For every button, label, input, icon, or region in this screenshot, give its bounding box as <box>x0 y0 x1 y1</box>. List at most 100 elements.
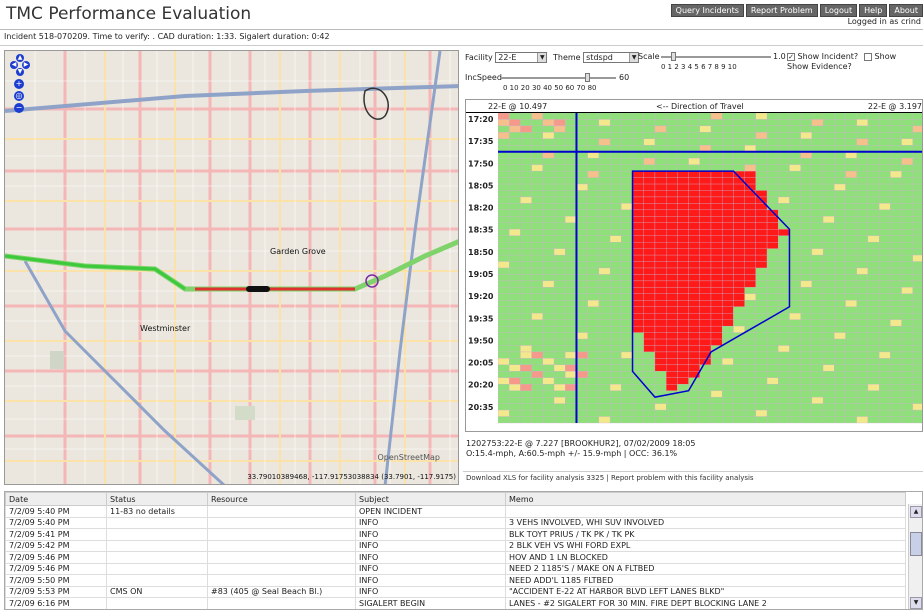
heatmap-cell[interactable] <box>733 325 745 333</box>
heatmap-cell[interactable] <box>744 190 756 198</box>
heatmap-cell[interactable] <box>609 132 622 139</box>
heatmap-cell[interactable] <box>834 345 846 353</box>
heatmap-cell[interactable] <box>766 125 779 133</box>
heatmap-cell[interactable] <box>565 203 577 211</box>
heatmap-cell[interactable] <box>879 364 891 372</box>
heatmap-cell[interactable] <box>565 235 577 243</box>
heatmap-cell[interactable] <box>822 345 835 353</box>
heatmap-cell[interactable] <box>520 325 532 333</box>
heatmap-cell[interactable] <box>856 384 869 391</box>
heatmap-cell[interactable] <box>710 325 723 333</box>
heatmap-cell[interactable] <box>699 267 712 275</box>
heatmap-cell[interactable] <box>722 138 734 146</box>
heatmap-cell[interactable] <box>912 125 923 133</box>
heatmap-cell[interactable] <box>867 222 880 230</box>
heatmap-cell[interactable] <box>744 313 756 320</box>
heatmap-cell[interactable] <box>576 351 588 359</box>
heatmap-cell[interactable] <box>609 196 622 204</box>
heatmap-cell[interactable] <box>643 345 656 353</box>
heatmap-cell[interactable] <box>800 338 813 346</box>
heatmap-cell[interactable] <box>879 132 891 139</box>
heatmap-cell[interactable] <box>565 242 577 249</box>
heatmap-cell[interactable] <box>912 377 923 385</box>
heatmap-cell[interactable] <box>609 293 622 301</box>
heatmap-cell[interactable] <box>766 177 779 185</box>
heatmap-cell[interactable] <box>699 403 712 411</box>
heatmap-cell[interactable] <box>789 209 801 217</box>
heatmap-cell[interactable] <box>778 254 790 262</box>
heatmap-cell[interactable] <box>890 416 902 424</box>
heatmap-cell[interactable] <box>598 190 611 198</box>
heatmap-cell[interactable] <box>666 222 678 230</box>
heatmap-cell[interactable] <box>811 113 824 120</box>
heatmap-cell[interactable] <box>520 409 532 417</box>
heatmap-cell[interactable] <box>688 319 700 327</box>
heatmap-cell[interactable] <box>542 267 555 275</box>
heatmap-cell[interactable] <box>621 313 633 320</box>
heatmap-cell[interactable] <box>912 319 923 327</box>
heatmap-cell[interactable] <box>553 222 566 230</box>
heatmap-cell[interactable] <box>845 209 857 217</box>
heatmap-cell[interactable] <box>879 397 891 404</box>
heatmap-cell[interactable] <box>822 390 835 398</box>
heatmap-cell[interactable] <box>867 416 880 424</box>
heatmap-cell[interactable] <box>744 384 756 391</box>
heatmap-cell[interactable] <box>699 254 712 262</box>
heatmap-cell[interactable] <box>722 196 734 204</box>
heatmap-cell[interactable] <box>553 125 566 133</box>
heatmap-cell[interactable] <box>778 364 790 372</box>
heatmap-cell[interactable] <box>598 222 611 230</box>
heatmap-cell[interactable] <box>587 158 600 165</box>
heatmap-cell[interactable] <box>744 209 756 217</box>
heatmap-cell[interactable] <box>856 222 869 230</box>
heatmap-cell[interactable] <box>654 113 667 120</box>
heatmap-cell[interactable] <box>856 196 869 204</box>
heatmap-cell[interactable] <box>621 267 633 275</box>
heatmap-cell[interactable] <box>766 351 779 359</box>
heatmap-cell[interactable] <box>531 287 543 294</box>
heatmap-cell[interactable] <box>879 209 891 217</box>
heatmap-cell[interactable] <box>531 332 543 340</box>
heatmap-cell[interactable] <box>497 113 510 120</box>
heatmap-cell[interactable] <box>789 216 801 223</box>
heatmap-cell[interactable] <box>822 409 835 417</box>
heatmap-cell[interactable] <box>789 300 801 307</box>
heatmap-cell[interactable] <box>755 222 768 230</box>
heatmap-cell[interactable] <box>632 300 644 307</box>
heatmap-cell[interactable] <box>688 170 700 178</box>
heatmap-cell[interactable] <box>699 300 712 307</box>
heatmap-cell[interactable] <box>565 170 577 178</box>
heatmap-cell[interactable] <box>699 338 712 346</box>
heatmap-cell[interactable] <box>867 319 880 327</box>
heatmap-cell[interactable] <box>565 164 577 172</box>
heatmap-cell[interactable] <box>677 216 689 223</box>
heatmap-cell[interactable] <box>497 319 510 327</box>
heatmap-cell[interactable] <box>778 267 790 275</box>
heatmap-cell[interactable] <box>666 384 678 391</box>
heatmap-cell[interactable] <box>654 371 667 378</box>
heatmap-cell[interactable] <box>778 183 790 191</box>
heatmap-cell[interactable] <box>666 267 678 275</box>
heatmap-cell[interactable] <box>621 125 633 133</box>
heatmap-cell[interactable] <box>688 254 700 262</box>
heatmap-cell[interactable] <box>643 229 656 236</box>
heatmap-cell[interactable] <box>609 397 622 404</box>
heatmap-cell[interactable] <box>699 190 712 198</box>
heatmap-cell[interactable] <box>710 280 723 288</box>
heatmap-cell[interactable] <box>766 183 779 191</box>
heatmap-cell[interactable] <box>576 403 588 411</box>
heatmap-cell[interactable] <box>722 254 734 262</box>
heatmap-cell[interactable] <box>733 293 745 301</box>
heatmap-cell[interactable] <box>733 222 745 230</box>
heatmap-cell[interactable] <box>654 364 667 372</box>
heatmap-cell[interactable] <box>811 235 824 243</box>
heatmap-cell[interactable] <box>733 229 745 236</box>
heatmap-cell[interactable] <box>677 261 689 269</box>
heatmap-cell[interactable] <box>509 267 521 275</box>
heatmap-cell[interactable] <box>789 377 801 385</box>
heatmap-cell[interactable] <box>531 209 543 217</box>
heatmap-cell[interactable] <box>542 416 555 424</box>
heatmap-cell[interactable] <box>867 235 880 243</box>
heatmap-cell[interactable] <box>901 287 913 294</box>
heatmap-cell[interactable] <box>822 300 835 307</box>
